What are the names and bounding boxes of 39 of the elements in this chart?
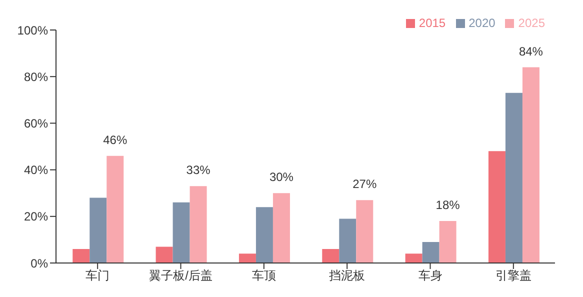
bar (72, 249, 90, 263)
bar (488, 151, 506, 263)
bar (172, 202, 190, 263)
y-tick-label: 0% (30, 256, 48, 270)
x-tick-label: 车门 (86, 268, 110, 283)
bar (156, 246, 173, 263)
y-tick-label: 40% (24, 163, 48, 178)
bar (439, 221, 456, 263)
data-label: 84% (518, 44, 544, 58)
data-label: 30% (269, 170, 294, 184)
bar (422, 242, 440, 263)
x-tick-label: 翼子板/后盖 (149, 268, 212, 283)
legend-label: 2025 (518, 16, 545, 30)
x-tick-label: 车身 (418, 268, 442, 283)
legend-label: 2020 (468, 16, 496, 30)
bar (322, 249, 340, 263)
bar (238, 254, 256, 263)
y-tick-label: 20% (24, 210, 48, 224)
bar (356, 200, 374, 263)
y-tick-label: 80% (24, 70, 48, 84)
data-label: 27% (352, 177, 377, 192)
x-tick-label: 挡泥板 (329, 268, 366, 283)
y-tick-label: 60% (24, 116, 48, 130)
bar (106, 156, 124, 263)
y-tick-label: 100% (17, 23, 48, 38)
bar (256, 207, 273, 263)
bar (339, 218, 356, 263)
x-tick-label: 车顶 (252, 268, 276, 283)
bar (405, 254, 422, 263)
data-label: 33% (186, 163, 211, 178)
bar (505, 92, 522, 263)
bar (190, 186, 207, 263)
legend-label: 2015 (418, 16, 446, 30)
data-label: 46% (103, 132, 128, 147)
bar (522, 67, 540, 263)
data-label: 18% (436, 198, 460, 212)
bar (272, 193, 290, 263)
x-tick-label: 引擎盖 (495, 268, 532, 283)
bar (90, 198, 107, 263)
